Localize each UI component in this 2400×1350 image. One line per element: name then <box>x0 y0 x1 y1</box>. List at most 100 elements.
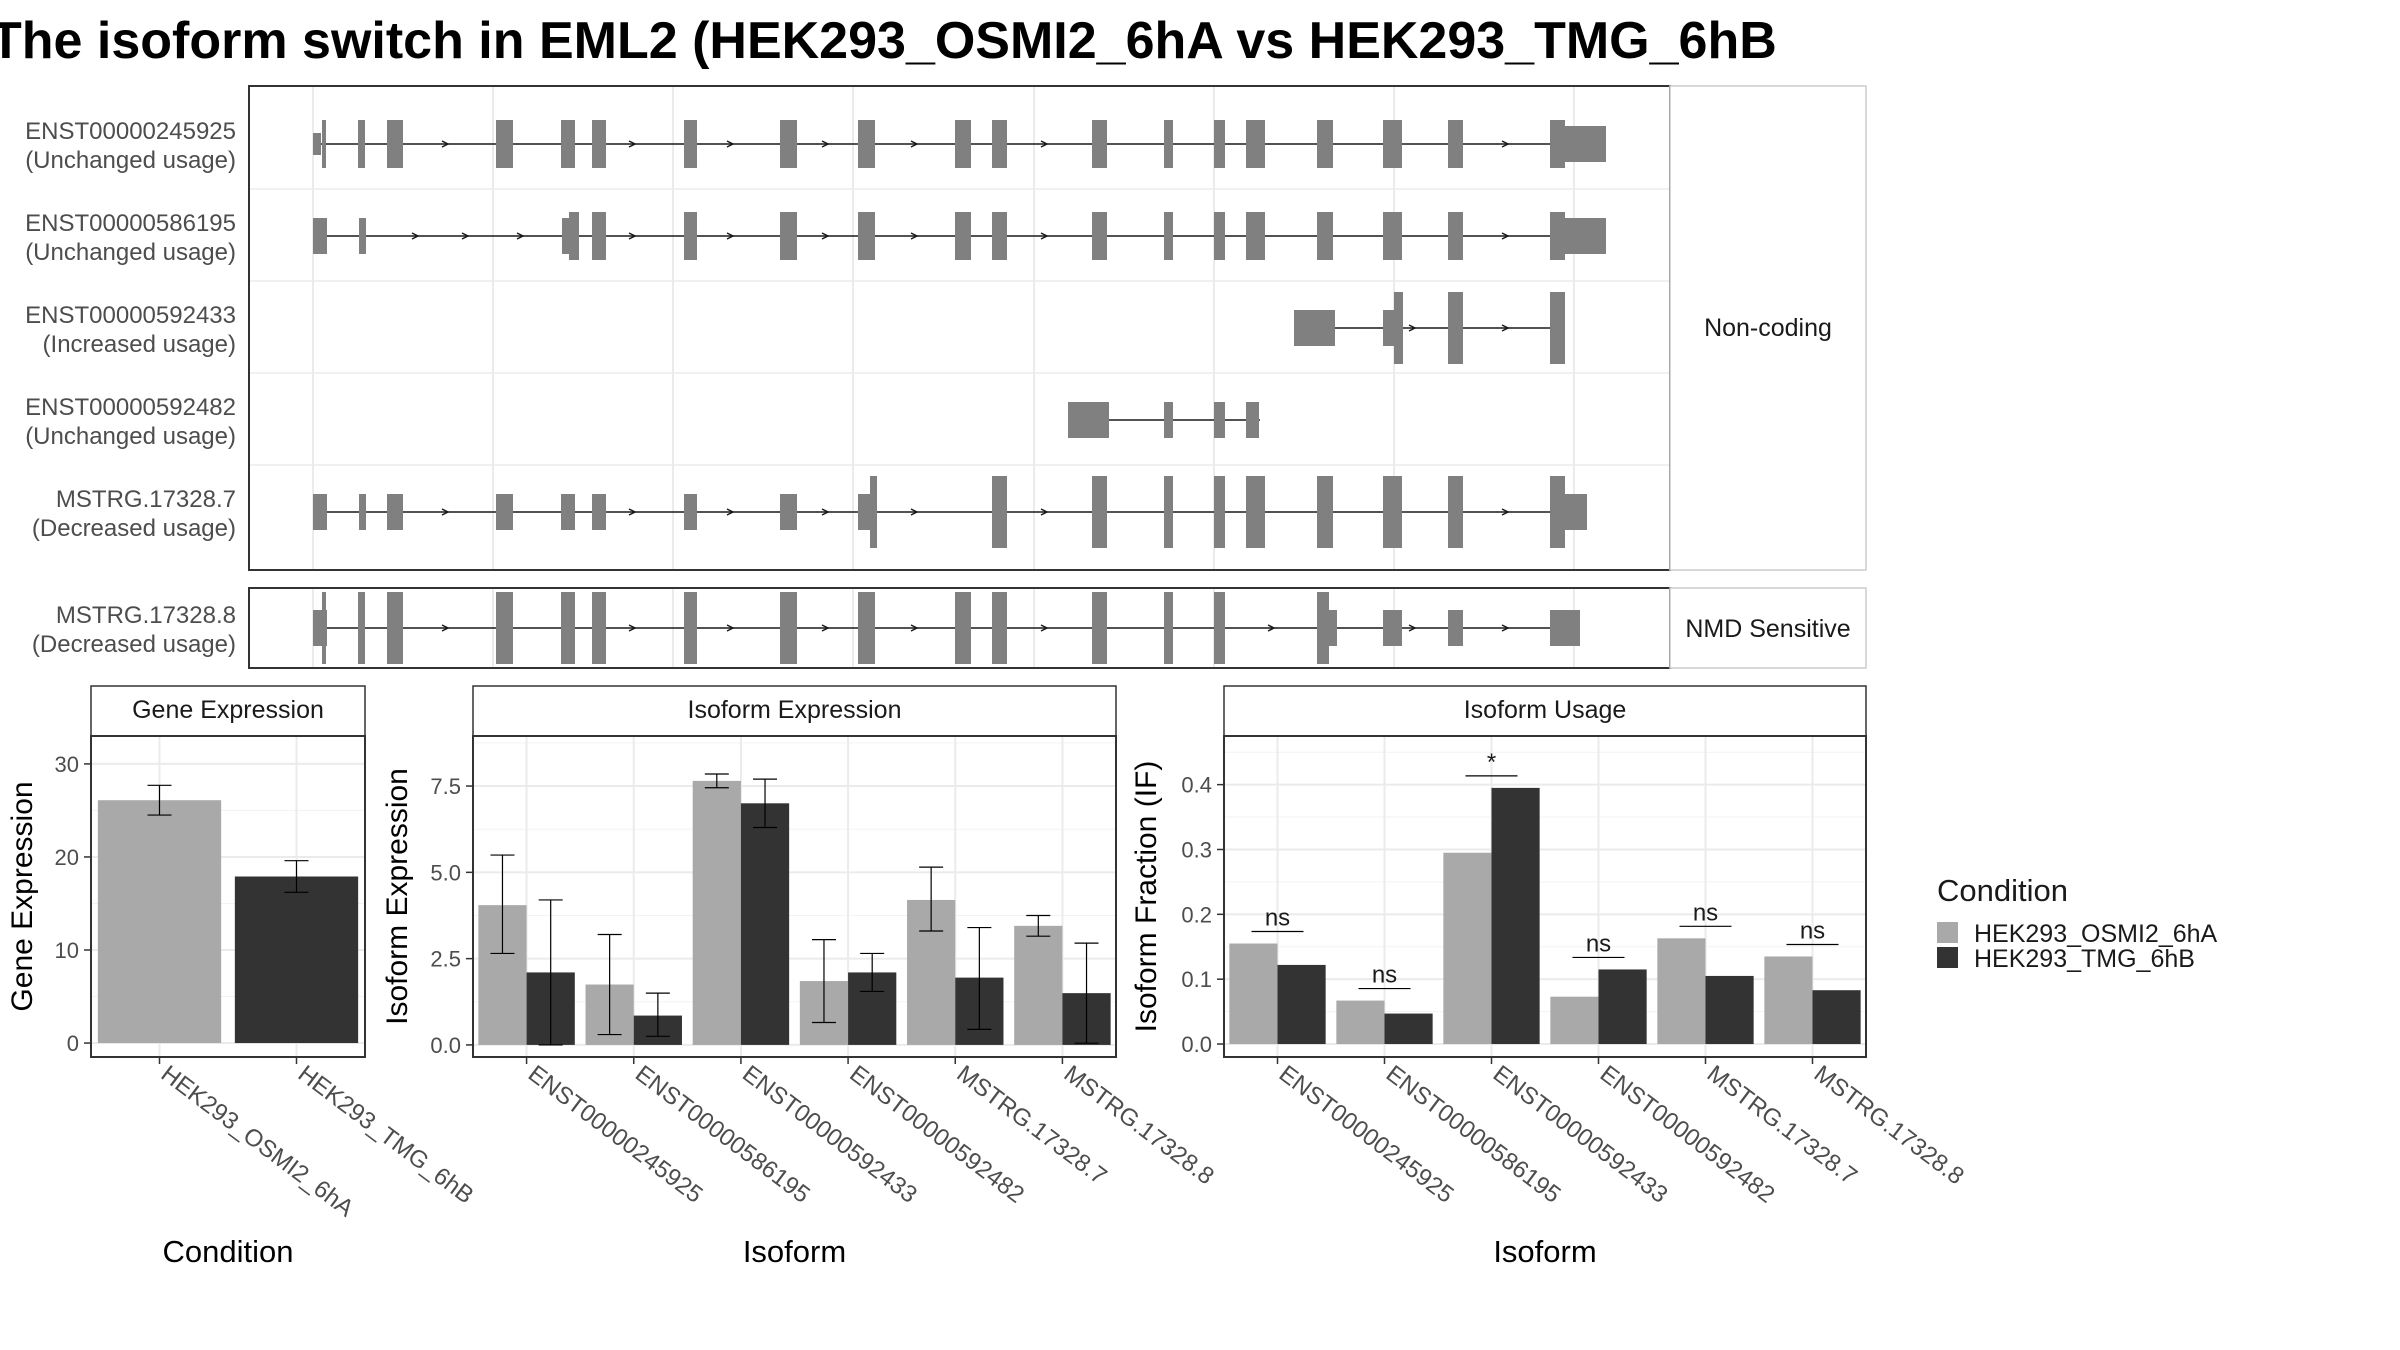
structure-isoform-status: (Increased usage) <box>43 331 236 358</box>
exon <box>387 120 403 168</box>
intron-direction-arrow <box>516 232 525 240</box>
exon <box>858 494 870 530</box>
y-tick-label: 10 <box>55 938 79 963</box>
exon <box>561 592 575 664</box>
exon <box>870 476 877 548</box>
x-tick-label: ENST00000592482 <box>844 1060 1029 1208</box>
intron-direction-arrow <box>910 508 919 516</box>
exon <box>1550 292 1565 364</box>
structure-isoform-id: MSTRG.17328.8 <box>56 602 236 629</box>
bar <box>1443 852 1492 1045</box>
intron-direction-arrow <box>821 508 830 516</box>
exon <box>684 212 697 260</box>
exon <box>1164 592 1173 664</box>
exon <box>1164 476 1173 548</box>
exon <box>561 120 575 168</box>
exon <box>569 212 579 260</box>
exon <box>992 120 1007 168</box>
structure-isoform-status: (Unchanged usage) <box>25 147 236 174</box>
structure-isoform-status: (Unchanged usage) <box>25 423 236 450</box>
exon <box>1214 476 1225 548</box>
y-tick-label: 7.5 <box>430 774 461 799</box>
structure-strip-noncoding-label: Non-coding <box>1704 314 1832 342</box>
x-tick-label: ENST00000586195 <box>630 1060 815 1208</box>
bar <box>740 803 790 1045</box>
intron-direction-arrow <box>1267 624 1276 632</box>
exon <box>1550 476 1565 548</box>
plot-border <box>1223 735 1867 1058</box>
exon <box>1448 610 1463 646</box>
exon <box>1383 120 1402 168</box>
structure-isoform-id: ENST00000245925 <box>25 118 236 145</box>
x-axis-label: Isoform <box>1493 1234 1596 1269</box>
exon <box>1383 310 1394 346</box>
legend-key-osmi2 <box>1937 922 1958 943</box>
y-tick-label: 0.0 <box>1181 1032 1212 1057</box>
legend-label-osmi2: HEK293_OSMI2_6hA <box>1974 920 2218 948</box>
plot-background <box>1224 736 1866 1057</box>
bar <box>1336 1000 1385 1045</box>
bar <box>1229 943 1278 1045</box>
exon <box>1246 402 1259 438</box>
exon <box>359 218 366 254</box>
exon <box>780 494 797 530</box>
intron-direction-arrow <box>726 232 735 240</box>
structure-strip-nmd <box>1669 587 1867 669</box>
exon <box>992 476 1007 548</box>
exon <box>358 592 365 664</box>
intron-direction-arrow <box>910 232 919 240</box>
exon <box>592 592 606 664</box>
isoform-usage-panel: Isoform Usage ns ns * ns ns ns 0.0 0.1 0.2 0.3 0.4 I… <box>1130 685 1969 1269</box>
exon <box>561 494 575 530</box>
exon <box>1565 218 1606 254</box>
exon <box>313 218 327 254</box>
exon <box>858 592 875 664</box>
y-tick-label: 5.0 <box>430 860 461 885</box>
legend-key-tmg <box>1937 947 1958 968</box>
intron-direction-arrow <box>1501 624 1510 632</box>
structure-isoform-status: (Unchanged usage) <box>25 239 236 266</box>
exon <box>1383 212 1402 260</box>
significance-label: ns <box>1265 905 1290 932</box>
y-axis-label: Gene Expression <box>6 781 39 1011</box>
significance-label: ns <box>1586 930 1611 957</box>
exon <box>1394 292 1403 364</box>
exon <box>780 212 797 260</box>
exon <box>592 120 606 168</box>
significance-label: ns <box>1372 962 1397 989</box>
intron-direction-arrow <box>1408 324 1417 332</box>
exon <box>1383 476 1402 548</box>
exon <box>1329 610 1337 646</box>
exon <box>780 120 797 168</box>
bar <box>234 876 359 1044</box>
exon <box>387 494 403 530</box>
intron-direction-arrow <box>1040 140 1049 148</box>
intron-direction-arrow <box>461 232 470 240</box>
structure-isoform-id: ENST00000592433 <box>25 302 236 329</box>
bar <box>1764 956 1813 1045</box>
structure-strip-nmd-label: NMD Sensitive <box>1685 615 1850 643</box>
plot-background <box>473 736 1116 1057</box>
exon <box>955 120 971 168</box>
exon <box>496 120 513 168</box>
intron-direction-arrow <box>726 508 735 516</box>
structure-row-labels: ENST00000245925(Unchanged usage)ENST0000… <box>25 118 236 658</box>
significance-label: * <box>1487 749 1496 776</box>
exon <box>562 218 569 254</box>
structure-isoform-id: MSTRG.17328.7 <box>56 486 236 513</box>
bar <box>1014 925 1063 1045</box>
exon <box>313 494 327 530</box>
x-tick-label: ENST00000592482 <box>1595 1060 1780 1208</box>
exon <box>955 212 971 260</box>
exon <box>1317 476 1333 548</box>
intron-direction-arrow <box>1040 508 1049 516</box>
y-tick-label: 20 <box>55 845 79 870</box>
exon <box>592 494 606 530</box>
intron-direction-arrow <box>726 624 735 632</box>
exon <box>313 133 321 155</box>
exon <box>1565 126 1606 162</box>
facet-strip <box>1223 685 1867 737</box>
exon <box>858 212 875 260</box>
intron-direction-arrow <box>1501 324 1510 332</box>
exon <box>496 592 513 664</box>
